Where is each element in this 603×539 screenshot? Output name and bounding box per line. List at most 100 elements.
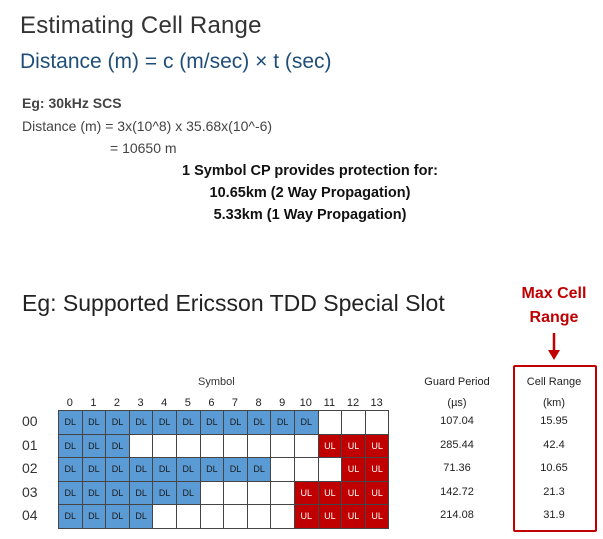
dl-symbol-cell: DL bbox=[199, 410, 225, 435]
guard-period-value: 285.44 bbox=[440, 438, 474, 451]
guard-period-header: Guard Period bbox=[424, 376, 490, 388]
guard-period-unit: (µs) bbox=[447, 397, 467, 409]
guard-symbol-cell bbox=[199, 480, 225, 505]
dl-symbol-cell: DL bbox=[105, 433, 130, 458]
symbol-number: 13 bbox=[370, 397, 383, 409]
guard-symbol-cell bbox=[317, 457, 343, 482]
max-cell-range-label: Max Cell Range bbox=[521, 285, 587, 326]
symbol-number: 2 bbox=[113, 397, 121, 409]
slot-row-label: 01 bbox=[22, 436, 38, 453]
ul-symbol-cell: UL bbox=[341, 480, 366, 505]
slot-row-label: 04 bbox=[22, 507, 38, 523]
guard-symbol-cell bbox=[341, 410, 366, 435]
dl-symbol-cell: DL bbox=[58, 480, 83, 505]
dl-symbol-cell: DL bbox=[246, 410, 272, 435]
guard-symbol-cell bbox=[270, 504, 295, 529]
symbol-number: 10 bbox=[299, 397, 312, 409]
guard-symbol-cell bbox=[223, 504, 248, 529]
cell-range-unit: (km) bbox=[543, 397, 565, 409]
ul-symbol-cell: UL bbox=[341, 433, 366, 458]
dl-symbol-cell: DL bbox=[81, 433, 107, 458]
cell-range-highlight-box bbox=[513, 365, 597, 532]
distance-result: = 10650 m bbox=[110, 140, 177, 156]
dl-symbol-cell: DL bbox=[128, 480, 154, 505]
down-arrow-icon bbox=[548, 333, 560, 360]
guard-symbol-cell bbox=[176, 433, 201, 458]
dl-symbol-cell: DL bbox=[294, 410, 319, 435]
cell-range-value: 15.95 bbox=[540, 415, 568, 427]
dl-symbol-cell: DL bbox=[81, 457, 107, 482]
dl-symbol-cell: DL bbox=[105, 410, 130, 435]
page-title: Estimating Cell Range bbox=[20, 12, 262, 39]
dl-symbol-cell: DL bbox=[105, 457, 130, 482]
guard-symbol-cell bbox=[317, 410, 343, 435]
distance-formula: Distance (m) = c (m/sec) × t (sec) bbox=[20, 50, 332, 73]
guard-period-value: 107.04 bbox=[440, 415, 474, 427]
dl-symbol-cell: DL bbox=[81, 410, 107, 435]
guard-symbol-cell bbox=[176, 504, 201, 529]
slot-row-label: 02 bbox=[22, 460, 38, 476]
guard-symbol-cell bbox=[199, 433, 225, 458]
dl-symbol-cell: DL bbox=[128, 504, 154, 529]
guard-period-value: 142.72 bbox=[440, 485, 474, 498]
guard-symbol-cell bbox=[246, 504, 272, 529]
dl-symbol-cell: DL bbox=[58, 410, 83, 435]
dl-symbol-cell: DL bbox=[152, 457, 177, 482]
guard-symbol-cell bbox=[223, 433, 248, 458]
cell-range-header: Cell Range bbox=[526, 376, 582, 388]
guard-symbol-cell bbox=[294, 433, 319, 458]
cell-range-value: 42.4 bbox=[543, 438, 565, 451]
guard-symbol-cell bbox=[246, 433, 272, 458]
cell-range-value: 21.3 bbox=[543, 485, 565, 498]
distance-calculation: Distance (m) = 3x(10^8) x 35.68x(10^-6) bbox=[22, 118, 273, 134]
dl-symbol-cell: DL bbox=[152, 410, 177, 435]
symbol-number: 12 bbox=[346, 397, 360, 409]
guard-symbol-cell bbox=[294, 457, 319, 482]
ul-symbol-cell: UL bbox=[364, 433, 390, 458]
guard-symbol-cell bbox=[270, 480, 295, 505]
symbol-number: 8 bbox=[255, 397, 262, 409]
guard-symbol-cell bbox=[152, 504, 177, 529]
symbol-number: 4 bbox=[161, 397, 168, 409]
cell-range-value: 31.9 bbox=[543, 509, 565, 521]
dl-symbol-cell: DL bbox=[176, 480, 201, 505]
symbol-axis-label: Symbol bbox=[198, 376, 235, 388]
cp-protection-heading: 1 Symbol CP provides protection for: bbox=[182, 163, 438, 179]
dl-symbol-cell: DL bbox=[270, 410, 295, 435]
symbol-number: 1 bbox=[90, 397, 97, 409]
example-label: Eg: 30kHz SCS bbox=[22, 95, 122, 111]
symbol-number: 7 bbox=[231, 397, 239, 409]
ul-symbol-cell: UL bbox=[364, 504, 390, 529]
guard-symbol-cell bbox=[270, 433, 295, 458]
dl-symbol-cell: DL bbox=[105, 504, 130, 529]
ul-symbol-cell: UL bbox=[317, 504, 343, 529]
ul-symbol-cell: UL bbox=[341, 504, 366, 529]
ul-symbol-cell: UL bbox=[294, 504, 319, 529]
guard-period-value: 214.08 bbox=[440, 509, 474, 521]
slot-symbol-grid: DL DL DL DL DL DL DL DL DL DL DL DL DL DL UL UL UL DL DL DL… bbox=[58, 410, 390, 530]
guard-symbol-cell bbox=[128, 433, 154, 458]
guard-symbol-cell bbox=[246, 480, 272, 505]
guard-symbol-cell bbox=[270, 457, 295, 482]
symbol-number: 11 bbox=[323, 397, 336, 409]
dl-symbol-cell: DL bbox=[81, 504, 107, 529]
symbol-number: 9 bbox=[279, 397, 286, 409]
dl-symbol-cell: DL bbox=[152, 480, 177, 505]
cp-one-way: 5.33km (1 Way Propagation) bbox=[213, 207, 407, 223]
cell-range-value: 10.65 bbox=[540, 462, 568, 474]
dl-symbol-cell: DL bbox=[246, 457, 272, 482]
guard-symbol-cell bbox=[223, 480, 248, 505]
symbol-number: 0 bbox=[66, 397, 73, 409]
ul-symbol-cell: UL bbox=[294, 480, 319, 505]
dl-symbol-cell: DL bbox=[105, 480, 130, 505]
guard-symbol-cell bbox=[199, 504, 225, 529]
dl-symbol-cell: DL bbox=[81, 480, 107, 505]
dl-symbol-cell: DL bbox=[128, 457, 154, 482]
symbol-number: 6 bbox=[208, 397, 215, 409]
ul-symbol-cell: UL bbox=[317, 480, 343, 505]
dl-symbol-cell: DL bbox=[176, 457, 201, 482]
guard-symbol-cell bbox=[152, 433, 177, 458]
symbol-number: 3 bbox=[137, 397, 144, 409]
dl-symbol-cell: DL bbox=[128, 410, 154, 435]
ul-symbol-cell: UL bbox=[341, 457, 366, 482]
